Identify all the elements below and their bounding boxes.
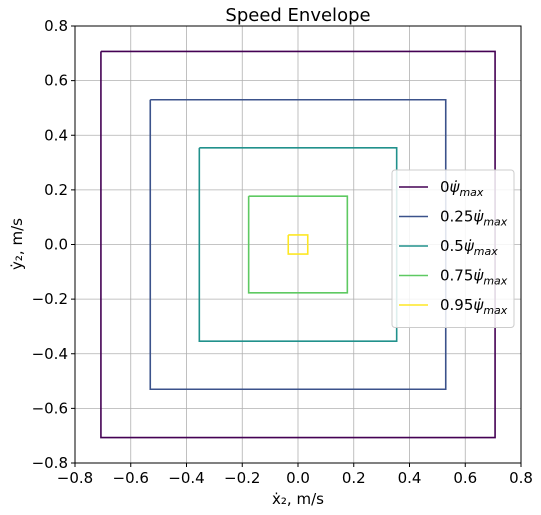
- x-tick-label: 0.8: [509, 469, 533, 487]
- legend-label: 0.75ψ̇max: [440, 267, 508, 288]
- legend-label: 0.25ψ̇max: [440, 208, 508, 229]
- y-tick-label: 0.4: [44, 126, 68, 144]
- y-tick-label: 0.0: [44, 236, 68, 254]
- x-tick-label: −0.2: [224, 469, 260, 487]
- x-tick-label: 0.0: [286, 469, 310, 487]
- y-axis-label: ẏ₂, m/s: [8, 218, 26, 270]
- y-tick-label: −0.4: [32, 345, 68, 363]
- legend-label: 0ψ̇max: [440, 178, 484, 199]
- series-line: [149, 98, 447, 391]
- x-tick-label: 0.6: [453, 469, 477, 487]
- series-line: [198, 147, 398, 342]
- y-tick-label: 0.6: [44, 72, 68, 90]
- x-tick-label: −0.8: [57, 469, 93, 487]
- legend: 0ψ̇max 0.25ψ̇max 0.5ψ̇max 0.75ψ̇max 0.95ψ̇ma…: [391, 169, 515, 328]
- y-tick-label: 0.8: [44, 17, 68, 35]
- x-tick-label: −0.4: [168, 469, 204, 487]
- series-group: [100, 50, 496, 439]
- series-line: [247, 195, 349, 294]
- x-tick-label: 0.2: [342, 469, 366, 487]
- x-tick-label: −0.6: [113, 469, 149, 487]
- y-tick-label: −0.8: [32, 454, 68, 472]
- x-axis-label: ẋ₂, m/s: [272, 490, 324, 508]
- legend-box: [391, 169, 515, 328]
- y-tick-label: 0.2: [44, 181, 68, 199]
- y-tick-label: −0.2: [32, 290, 68, 308]
- y-tick-label: −0.6: [32, 399, 68, 417]
- axis-ticks: −0.8 −0.6 −0.4 −0.2 0.0 0.2 0.4 0.6 0.8 −0.8 −0.6 −…: [32, 17, 533, 487]
- series-line: [287, 234, 309, 255]
- legend-label: 0.5ψ̇max: [440, 237, 498, 258]
- chart-title: Speed Envelope: [225, 5, 370, 26]
- x-tick-label: 0.4: [398, 469, 422, 487]
- series-line: [100, 50, 496, 439]
- legend-label: 0.95ψ̇max: [440, 296, 508, 317]
